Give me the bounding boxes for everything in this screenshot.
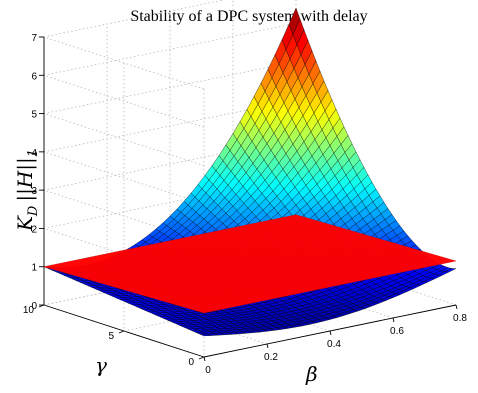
x-tick-label: 0.6 — [390, 326, 404, 337]
x-tick-mark — [329, 330, 332, 336]
z-tick-label: 3 — [31, 186, 37, 197]
z-tick-label: 7 — [31, 33, 37, 44]
z-tick-label: 5 — [31, 110, 37, 121]
plane-surface — [43, 214, 457, 314]
x-tick-label: 0.8 — [453, 313, 467, 324]
y-axis-label: γ — [95, 353, 107, 377]
y-tick-label: 0 — [188, 357, 194, 368]
z-tick-label: 0 — [31, 301, 37, 312]
x-tick-label: 0 — [205, 365, 211, 376]
x-axis-label: β — [305, 362, 318, 386]
x-tick-label: 0.2 — [264, 352, 278, 363]
z-tick-label: 6 — [31, 71, 37, 82]
x-tick-label: 0.4 — [327, 339, 341, 350]
y-tick-mark — [198, 356, 205, 360]
y-tick-mark — [118, 330, 125, 334]
z-tick-label: 2 — [31, 224, 37, 235]
y-tick-label: 10 — [23, 305, 35, 316]
y-tick-label: 5 — [108, 331, 114, 342]
z-label-main: K — [13, 215, 37, 232]
chart-title: Stability of a DPC system with delay — [130, 8, 367, 25]
z-tick-label: 4 — [31, 148, 37, 159]
surface-patch — [444, 268, 457, 273]
svg-text:KD||H||1: KD ||H||1 — [13, 149, 41, 232]
z-axis-label: KD ||H||1 — [13, 149, 41, 232]
z-label-sub: D — [26, 205, 41, 217]
z-label-tail: ||H|| — [13, 157, 38, 201]
z-tick-label: 1 — [31, 263, 37, 274]
x-tick-mark — [392, 317, 395, 323]
stability-plane — [43, 214, 457, 314]
x-tick-mark — [266, 343, 269, 349]
x-tick-mark — [455, 304, 458, 310]
x-tick-mark — [203, 356, 206, 362]
z-label-tail-sub: 1 — [26, 149, 41, 157]
